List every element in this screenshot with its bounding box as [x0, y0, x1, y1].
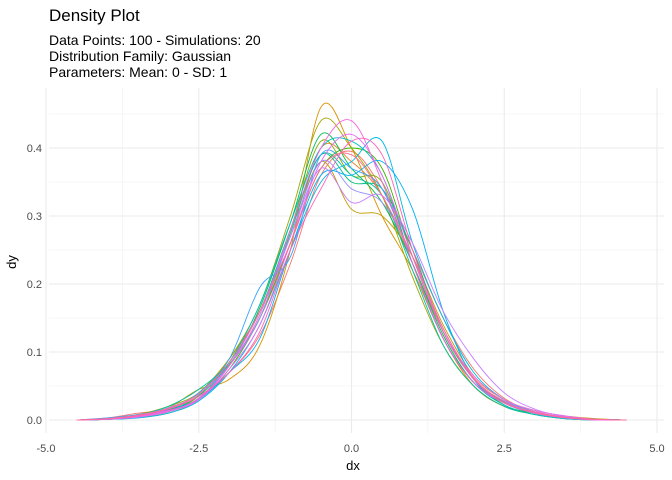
minor-gridlines [49, 88, 664, 433]
y-axis-tick-labels: 0.0 0.1 0.2 0.3 0.4 [27, 143, 42, 427]
x-axis-tick-labels: -5.0 -2.5 0.0 2.5 5.0 [37, 443, 665, 455]
major-gridlines [45, 88, 664, 433]
density-curve-20 [76, 152, 627, 421]
chart-title: Density Plot [49, 6, 140, 25]
y-tick-label: 0.4 [27, 143, 42, 155]
density-curve-17 [76, 133, 627, 421]
density-curve-19 [76, 137, 627, 421]
y-tick-label: 0.0 [27, 415, 42, 427]
density-series-lines [76, 102, 627, 421]
x-tick-label: -5.0 [37, 443, 56, 455]
chart-subtitle-line-2: Distribution Family: Gaussian [49, 48, 232, 64]
y-tick-label: 0.1 [27, 347, 42, 359]
y-tick-label: 0.3 [27, 211, 42, 223]
x-tick-label: 5.0 [649, 443, 664, 455]
x-tick-label: 2.5 [497, 443, 512, 455]
chart-subtitle-line-1: Data Points: 100 - Simulations: 20 [49, 32, 261, 48]
x-tick-label: -2.5 [189, 443, 208, 455]
chart-subtitle-line-3: Parameters: Mean: 0 - SD: 1 [49, 64, 228, 80]
x-axis-title: dx [346, 458, 360, 473]
density-curve-18 [76, 119, 627, 421]
density-curve-16 [76, 167, 627, 421]
x-tick-label: 0.0 [344, 443, 359, 455]
y-tick-label: 0.2 [27, 279, 42, 291]
y-axis-title: dy [4, 255, 19, 269]
